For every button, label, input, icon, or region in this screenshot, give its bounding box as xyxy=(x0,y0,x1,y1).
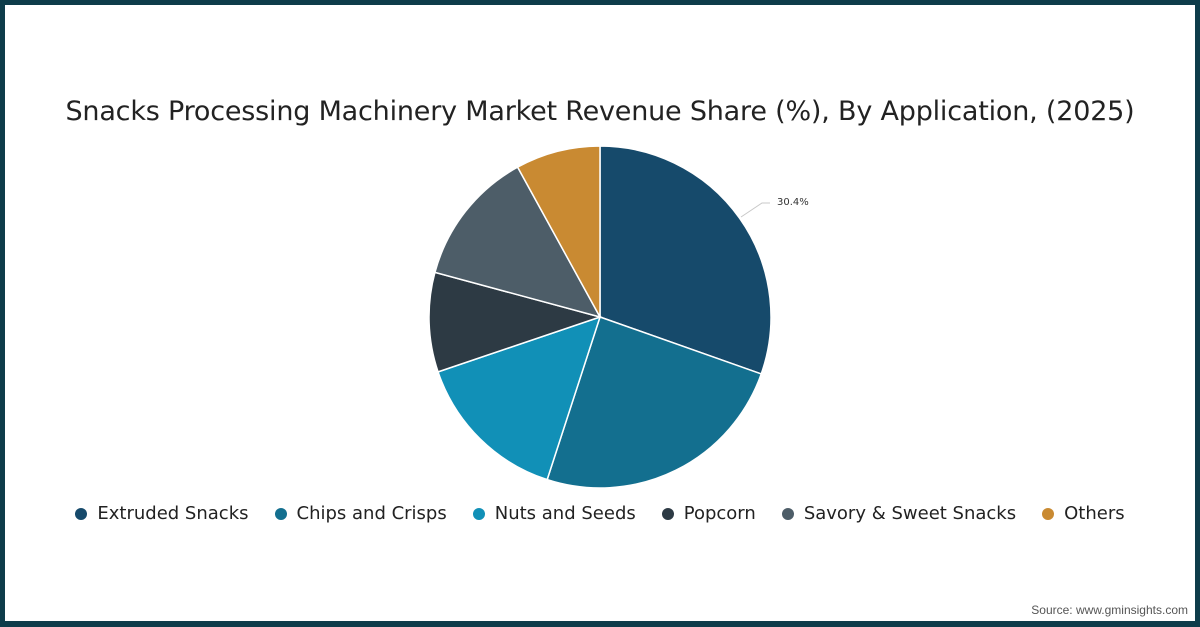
slice-nuts-and-seeds[interactable] xyxy=(437,315,602,481)
legend-item-popcorn[interactable]: Popcorn xyxy=(661,503,756,524)
legend-label: Extruded Snacks xyxy=(97,503,249,524)
source-attribution: Source: www.gminsights.com xyxy=(1031,603,1188,617)
slice-extruded-snacks[interactable] xyxy=(599,145,772,375)
legend-label: Chips and Crisps xyxy=(296,503,447,524)
legend-dot-icon xyxy=(781,507,794,520)
legend-item-nuts-and-seeds[interactable]: Nuts and Seeds xyxy=(472,503,636,524)
legend-item-extruded-snacks[interactable]: Extruded Snacks xyxy=(75,503,249,524)
legend-dot-icon xyxy=(661,507,674,520)
legend-label: Others xyxy=(1064,503,1125,524)
slice-others[interactable] xyxy=(516,145,601,318)
legend-dot-icon xyxy=(274,507,287,520)
data-label-extruded-snacks: 30.4% xyxy=(777,197,809,208)
slice-popcorn[interactable] xyxy=(428,271,603,373)
pie-slices xyxy=(428,145,772,489)
legend: Extruded Snacks Chips and Crisps Nuts an… xyxy=(0,503,1200,524)
legend-item-others[interactable]: Others xyxy=(1042,503,1125,524)
slice-savory-sweet-snacks[interactable] xyxy=(434,166,602,319)
legend-label: Savory & Sweet Snacks xyxy=(803,503,1017,524)
chart-title: Snacks Processing Machinery Market Reven… xyxy=(65,96,1135,127)
legend-dot-icon xyxy=(1042,507,1055,520)
legend-label: Popcorn xyxy=(683,503,756,524)
legend-dot-icon xyxy=(75,507,88,520)
legend-item-chips-and-crisps[interactable]: Chips and Crisps xyxy=(274,503,447,524)
legend-dot-icon xyxy=(472,507,485,520)
data-label-leader-line xyxy=(740,202,770,218)
slice-chips-and-crisps[interactable] xyxy=(546,316,763,489)
legend-label: Nuts and Seeds xyxy=(494,503,636,524)
legend-item-savory-sweet-snacks[interactable]: Savory & Sweet Snacks xyxy=(781,503,1017,524)
